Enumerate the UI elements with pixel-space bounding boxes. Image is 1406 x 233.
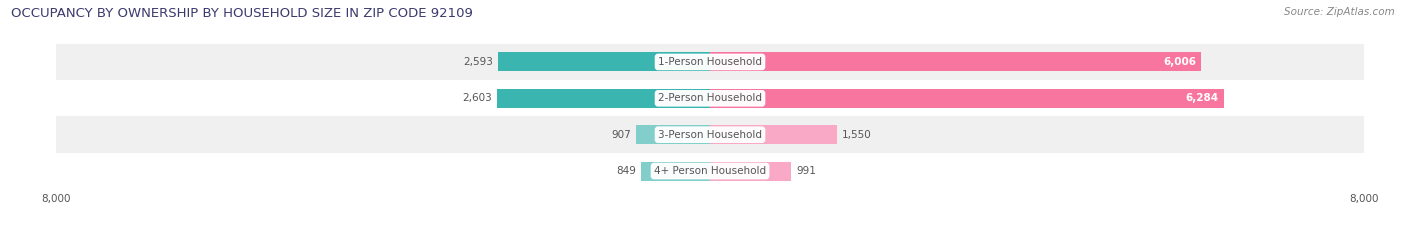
- Text: 1-Person Household: 1-Person Household: [658, 57, 762, 67]
- Bar: [641, 162, 710, 181]
- Text: 6,006: 6,006: [1163, 57, 1197, 67]
- Bar: [710, 89, 1223, 108]
- Text: 3-Person Household: 3-Person Household: [658, 130, 762, 140]
- Bar: [56, 44, 1364, 80]
- Text: 991: 991: [796, 166, 815, 176]
- Bar: [56, 80, 1364, 116]
- Bar: [710, 162, 792, 181]
- Bar: [498, 52, 710, 71]
- Bar: [56, 116, 1364, 153]
- Bar: [710, 52, 1201, 71]
- Text: 1,550: 1,550: [842, 130, 872, 140]
- Text: Source: ZipAtlas.com: Source: ZipAtlas.com: [1284, 7, 1395, 17]
- Text: 2,593: 2,593: [464, 57, 494, 67]
- Bar: [636, 125, 710, 144]
- Text: 4+ Person Household: 4+ Person Household: [654, 166, 766, 176]
- Bar: [56, 153, 1364, 189]
- Text: 2-Person Household: 2-Person Household: [658, 93, 762, 103]
- Bar: [710, 125, 837, 144]
- Bar: [498, 89, 710, 108]
- Text: 2,603: 2,603: [463, 93, 492, 103]
- Text: 849: 849: [616, 166, 636, 176]
- Text: OCCUPANCY BY OWNERSHIP BY HOUSEHOLD SIZE IN ZIP CODE 92109: OCCUPANCY BY OWNERSHIP BY HOUSEHOLD SIZE…: [11, 7, 474, 20]
- Text: 907: 907: [612, 130, 631, 140]
- Text: 6,284: 6,284: [1185, 93, 1219, 103]
